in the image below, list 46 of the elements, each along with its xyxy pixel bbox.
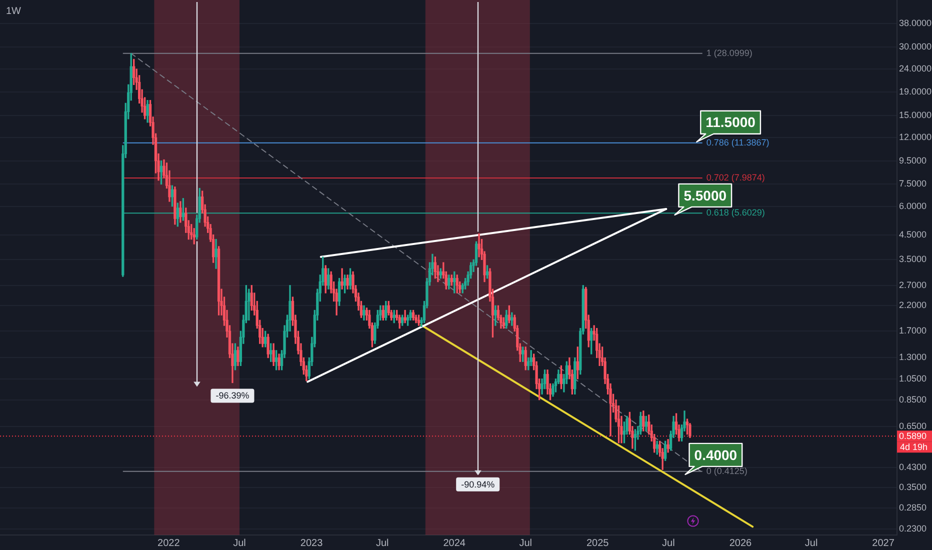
- x-tick-label: 2025: [586, 538, 610, 549]
- x-tick-label: Jul: [662, 538, 675, 549]
- x-tick-label: 2026: [729, 538, 752, 549]
- x-tick-label: Jul: [519, 538, 532, 549]
- y-tick-label: 2.7000: [899, 280, 927, 290]
- y-tick-label: 1.3000: [899, 352, 927, 362]
- annotation: 5.5000: [684, 187, 727, 204]
- y-tick-label: 9.5000: [899, 155, 927, 166]
- x-tick-label: 2022: [158, 538, 180, 549]
- annotation: -96.39%: [216, 390, 250, 401]
- y-tick-label: 6.0000: [899, 200, 927, 211]
- y-tick-label: 38.0000: [899, 18, 932, 28]
- y-tick-label: 12.0000: [899, 132, 932, 142]
- annotation: 0.4000: [694, 446, 738, 463]
- x-tick-label: 2024: [443, 538, 466, 549]
- x-tick-label: 2027: [872, 538, 895, 549]
- y-tick-label: 0.2300: [899, 524, 927, 534]
- ref-line-label: 0.618 (5.6029): [706, 208, 765, 218]
- y-tick-label: 3.5000: [899, 254, 927, 264]
- ref-line-label: 0.5890: [899, 431, 927, 442]
- text: 4d 19h: [900, 442, 928, 452]
- ref-line-label: 0.786 (11.3867): [706, 137, 770, 148]
- x-tick-label: Jul: [233, 538, 246, 549]
- y-tick-label: 0.2850: [899, 502, 927, 512]
- text: 1W: [6, 6, 22, 17]
- annotation: 11.5000: [706, 114, 756, 130]
- y-tick-label: 1.0500: [899, 373, 927, 384]
- y-tick-label: 1.7000: [899, 326, 927, 336]
- y-tick-label: 24.0000: [899, 64, 932, 74]
- y-tick-label: 7.5000: [899, 178, 927, 189]
- y-tick-label: 30.0000: [899, 41, 932, 52]
- y-tick-label: 4.5000: [899, 229, 927, 240]
- y-tick-label: 15.0000: [899, 110, 932, 120]
- y-tick-label: 0.8500: [899, 394, 927, 404]
- ref-line-label: 0.702 (7.9874): [706, 172, 765, 182]
- y-tick-label: 2.2000: [899, 300, 927, 310]
- ref-line-label: 1 (28.0999): [706, 48, 752, 58]
- annotation: -90.94%: [461, 479, 495, 490]
- y-tick-label: 0.4300: [899, 462, 927, 472]
- y-tick-label: 19.0000: [899, 86, 932, 97]
- ref-line-label: 0 (0.4125): [706, 466, 748, 476]
- x-tick-label: Jul: [804, 538, 818, 549]
- x-tick-label: Jul: [376, 538, 389, 549]
- y-tick-label: 0.6500: [899, 420, 927, 431]
- x-tick-label: 2023: [300, 538, 324, 549]
- y-tick-label: 0.3500: [899, 482, 927, 492]
